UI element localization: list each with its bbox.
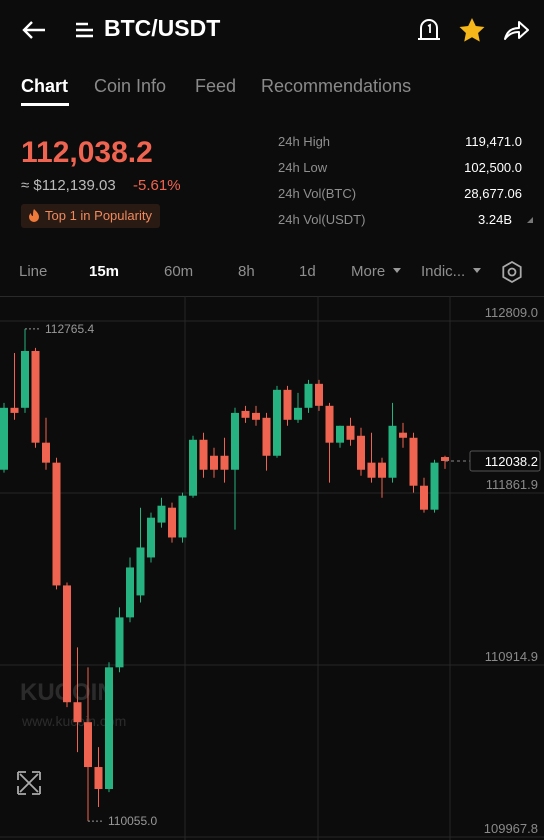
candle-body <box>304 383 313 408</box>
candle-body <box>105 667 113 790</box>
interval[interactable]: Indic... <box>421 263 466 280</box>
candle-body <box>136 547 145 596</box>
candle-body <box>10 407 19 413</box>
interval[interactable]: More <box>351 263 386 280</box>
candle-body <box>241 410 250 418</box>
fiat-price: ≈ $112,139.03 <box>21 177 116 194</box>
interval[interactable]: Line <box>19 263 48 280</box>
candle-body <box>220 455 229 470</box>
candle-body <box>367 462 376 478</box>
candle-body <box>252 412 260 420</box>
candle-body <box>42 442 50 463</box>
candle-body <box>325 405 334 443</box>
popularity-badge: Top 1 in Popularity <box>21 204 160 228</box>
interval[interactable]: 60m <box>164 263 194 280</box>
candle-body <box>73 702 82 723</box>
candle-body <box>346 425 355 440</box>
dropdown-icon <box>527 217 533 223</box>
candle-body <box>0 407 8 470</box>
stat-value: 28,677.06 <box>464 186 522 201</box>
expand-icon[interactable] <box>17 771 41 795</box>
candle-body <box>94 767 103 790</box>
tab[interactable]: Feed <box>195 76 237 96</box>
last-price-box <box>469 450 541 472</box>
interval-active[interactable]: 15m <box>89 263 120 280</box>
candle-body <box>147 517 155 558</box>
candle-body <box>388 425 397 478</box>
candle-body <box>31 350 40 443</box>
stat-label: 24h High <box>278 134 331 149</box>
favorite-icon[interactable] <box>458 17 486 43</box>
stat-label: 24h Vol(USDT) <box>278 212 366 227</box>
pair-title: BTC/USDT <box>104 15 221 41</box>
stat-value: 119,471.0 <box>465 134 522 149</box>
chart: KUCOIN www.kucoin.com 112809.0111861.911… <box>0 296 544 840</box>
low-label: 110055.0 <box>108 814 157 828</box>
y-tick-label: 109967.8 <box>484 821 538 836</box>
price-change: -5.61% <box>133 177 181 194</box>
candle-body <box>84 722 92 768</box>
candle-body <box>273 389 281 456</box>
candle-body <box>420 485 428 510</box>
interval[interactable]: 8h <box>238 263 255 280</box>
candle-body <box>178 495 187 538</box>
candle-body <box>52 462 61 586</box>
candle-body <box>210 455 218 470</box>
tab[interactable]: Recommendations <box>261 76 412 96</box>
candle-body <box>157 505 166 523</box>
candle-body <box>168 507 176 538</box>
last-price: 112,038.2 <box>21 136 153 169</box>
stat-label: 24h Vol(BTC) <box>278 186 357 201</box>
tab-active[interactable]: Chart <box>21 76 69 96</box>
candle-body <box>430 462 439 510</box>
candle-body <box>409 437 418 486</box>
menu-icon[interactable] <box>74 20 96 40</box>
fire-icon <box>29 209 39 222</box>
back-button[interactable] <box>20 18 48 42</box>
y-tick-label: 111861.9 <box>486 477 538 492</box>
candle-body <box>231 412 239 470</box>
candle-body <box>115 617 124 668</box>
candle-body <box>262 417 271 456</box>
candle-body <box>199 439 208 470</box>
caret <box>393 268 401 273</box>
alert-icon[interactable] <box>416 16 442 44</box>
tab-underline <box>21 103 69 106</box>
settings-icon[interactable] <box>500 260 524 284</box>
candle-body <box>294 407 302 420</box>
last-price-label: 112038.2 <box>485 454 538 469</box>
y-tick-label: 110914.9 <box>485 649 538 664</box>
tab[interactable]: Coin Info <box>94 76 167 96</box>
candle-body <box>63 585 71 703</box>
candle-body <box>283 389 292 420</box>
candle-body <box>21 350 29 408</box>
y-tick-label: 112809.0 <box>485 305 538 320</box>
stat-value: 3.24B <box>478 212 512 227</box>
candle-body <box>378 462 386 478</box>
stat-value: 102,500.0 <box>464 160 522 175</box>
candle-body <box>441 457 449 461</box>
candle-body <box>399 432 407 438</box>
badge-text: Top 1 in Popularity <box>45 208 152 223</box>
interval[interactable]: 1d <box>299 263 316 280</box>
candle-body <box>315 383 323 406</box>
high-label: 112765.4 <box>45 322 94 336</box>
stat-label: 24h Low <box>278 160 328 175</box>
share-icon[interactable] <box>502 17 530 43</box>
candle-body <box>126 567 134 618</box>
caret <box>473 268 481 273</box>
candle-body <box>189 439 197 496</box>
candle-body <box>357 435 365 470</box>
candle-body <box>336 425 344 443</box>
